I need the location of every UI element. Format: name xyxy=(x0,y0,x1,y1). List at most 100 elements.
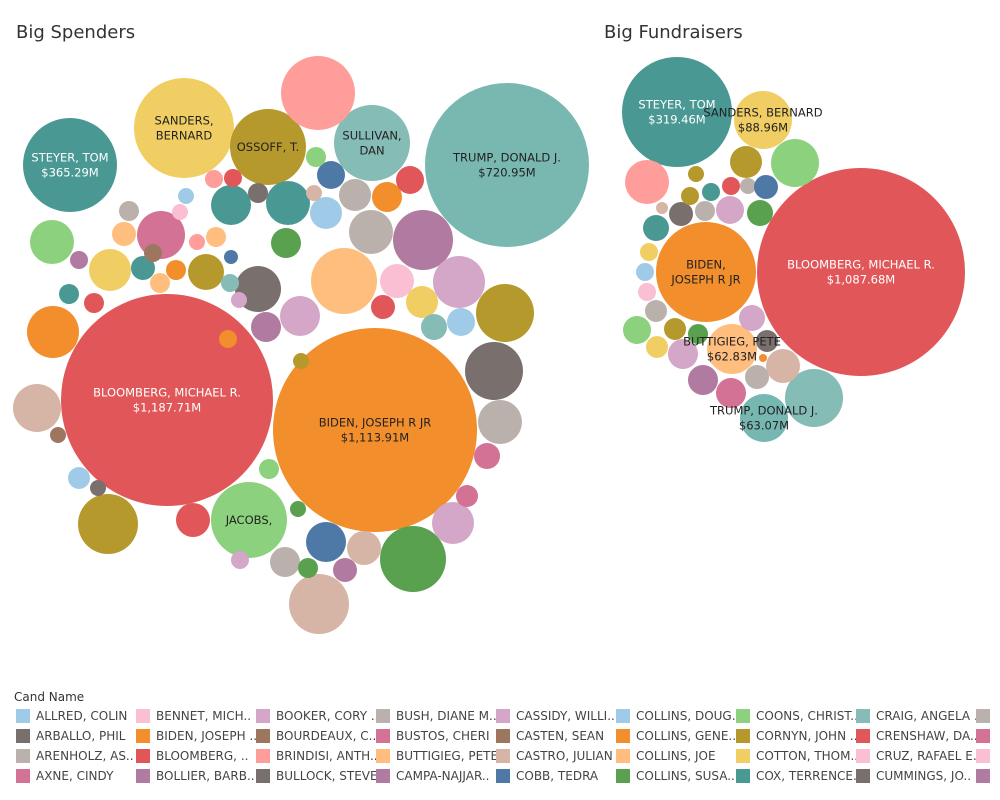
bubble[interactable] xyxy=(251,312,281,342)
legend-item[interactable]: CASTEN, SEAN xyxy=(496,728,604,744)
bubble[interactable] xyxy=(59,284,79,304)
bubble[interactable] xyxy=(119,201,139,221)
bubble[interactable] xyxy=(293,353,309,369)
bubble[interactable] xyxy=(61,294,273,506)
bubble[interactable] xyxy=(280,296,320,336)
bubble[interactable] xyxy=(688,365,718,395)
bubble[interactable] xyxy=(478,400,522,444)
bubble[interactable] xyxy=(176,503,210,537)
bubble[interactable] xyxy=(89,249,131,291)
bubble[interactable] xyxy=(112,222,136,246)
bubble[interactable] xyxy=(230,109,306,185)
bubble[interactable] xyxy=(625,160,669,204)
bubble[interactable] xyxy=(290,501,306,517)
bubble[interactable] xyxy=(681,187,699,205)
bubble[interactable] xyxy=(757,168,965,376)
legend-item[interactable]: COLLINS, SUSA.. xyxy=(616,768,735,784)
bubble[interactable] xyxy=(78,494,138,554)
bubble[interactable] xyxy=(231,551,249,569)
bubble[interactable] xyxy=(623,316,651,344)
bubble[interactable] xyxy=(688,166,704,182)
bubble[interactable] xyxy=(668,339,698,369)
bubble[interactable] xyxy=(645,300,667,322)
bubble[interactable] xyxy=(372,182,402,212)
legend-item[interactable]: BOURDEAUX, C.. xyxy=(256,728,376,744)
bubble[interactable] xyxy=(656,222,756,322)
legend-item[interactable]: ARENHOLZ, AS.. xyxy=(16,748,134,764)
legend-item[interactable]: BUSTOS, CHERI xyxy=(376,728,490,744)
bubble[interactable] xyxy=(306,147,326,167)
bubble[interactable] xyxy=(310,197,342,229)
bubble[interactable] xyxy=(771,139,819,187)
bubble[interactable] xyxy=(23,118,117,212)
bubble[interactable] xyxy=(766,349,800,383)
bubble[interactable] xyxy=(636,263,654,281)
bubble[interactable] xyxy=(224,250,238,264)
bubble[interactable] xyxy=(84,293,104,313)
bubble[interactable] xyxy=(396,166,424,194)
legend-item[interactable]: CASSIDY, WILLI.. xyxy=(496,708,615,724)
bubble[interactable] xyxy=(371,295,395,319)
legend-item[interactable]: COLLINS, JOE xyxy=(616,748,716,764)
bubble[interactable] xyxy=(317,161,345,189)
legend-item[interactable]: COONS, CHRIST.. xyxy=(736,708,858,724)
bubble[interactable] xyxy=(189,234,205,250)
bubble[interactable] xyxy=(211,482,287,558)
bubble[interactable] xyxy=(643,215,669,241)
legend-item[interactable]: CUMMINGS, JO.. xyxy=(856,768,971,784)
bubble[interactable] xyxy=(306,185,322,201)
bubble[interactable] xyxy=(347,531,381,565)
bubble[interactable] xyxy=(474,443,500,469)
bubble[interactable] xyxy=(421,314,447,340)
bubble[interactable] xyxy=(224,169,242,187)
legend-item[interactable]: BLOOMBERG, .. xyxy=(136,748,248,764)
bubble[interactable] xyxy=(281,56,355,130)
legend-item[interactable] xyxy=(976,768,996,784)
bubble[interactable] xyxy=(640,243,658,261)
legend-item[interactable]: ALLRED, COLIN xyxy=(16,708,127,724)
bubble[interactable] xyxy=(13,384,61,432)
bubble[interactable] xyxy=(739,305,765,331)
legend-item[interactable] xyxy=(976,728,996,744)
bubble[interactable] xyxy=(656,202,668,214)
legend-item[interactable]: BRINDISI, ANTH.. xyxy=(256,748,378,764)
bubble[interactable] xyxy=(144,244,162,262)
legend-item[interactable]: CRENSHAW, DA.. xyxy=(856,728,978,744)
bubble[interactable] xyxy=(734,91,792,149)
bubble[interactable] xyxy=(740,394,788,442)
bubble[interactable] xyxy=(221,274,239,292)
bubble[interactable] xyxy=(646,336,668,358)
bubble[interactable] xyxy=(166,260,186,280)
bubble[interactable] xyxy=(754,175,778,199)
legend-item[interactable]: COBB, TEDRA xyxy=(496,768,598,784)
bubble[interactable] xyxy=(205,170,223,188)
bubble[interactable] xyxy=(219,330,237,348)
bubble[interactable] xyxy=(273,328,477,532)
bubble[interactable] xyxy=(722,177,740,195)
bubble[interactable] xyxy=(306,522,346,562)
bubble[interactable] xyxy=(68,467,90,489)
legend-item[interactable]: BIDEN, JOSEPH .. xyxy=(136,728,257,744)
bubble[interactable] xyxy=(206,227,226,247)
legend-item[interactable]: ARBALLO, PHIL xyxy=(16,728,126,744)
bubble[interactable] xyxy=(380,264,414,298)
bubble[interactable] xyxy=(70,251,88,269)
bubble[interactable] xyxy=(27,306,79,358)
bubble[interactable] xyxy=(150,273,170,293)
bubble[interactable] xyxy=(638,283,656,301)
bubble[interactable] xyxy=(740,178,756,194)
bubble[interactable] xyxy=(425,83,589,247)
bubble[interactable] xyxy=(730,146,762,178)
legend-item[interactable]: CRAIG, ANGELA .. xyxy=(856,708,982,724)
bubble[interactable] xyxy=(380,526,446,592)
legend-item[interactable] xyxy=(976,708,996,724)
legend-item[interactable]: CORNYN, JOHN .. xyxy=(736,728,858,744)
bubble[interactable] xyxy=(349,210,393,254)
legend-item[interactable]: AXNE, CINDY xyxy=(16,768,113,784)
bubble[interactable] xyxy=(406,286,438,318)
bubble[interactable] xyxy=(476,284,534,342)
bubble[interactable] xyxy=(211,185,251,225)
bubble[interactable] xyxy=(30,220,74,264)
bubble[interactable] xyxy=(333,558,357,582)
bubble[interactable] xyxy=(716,378,746,408)
